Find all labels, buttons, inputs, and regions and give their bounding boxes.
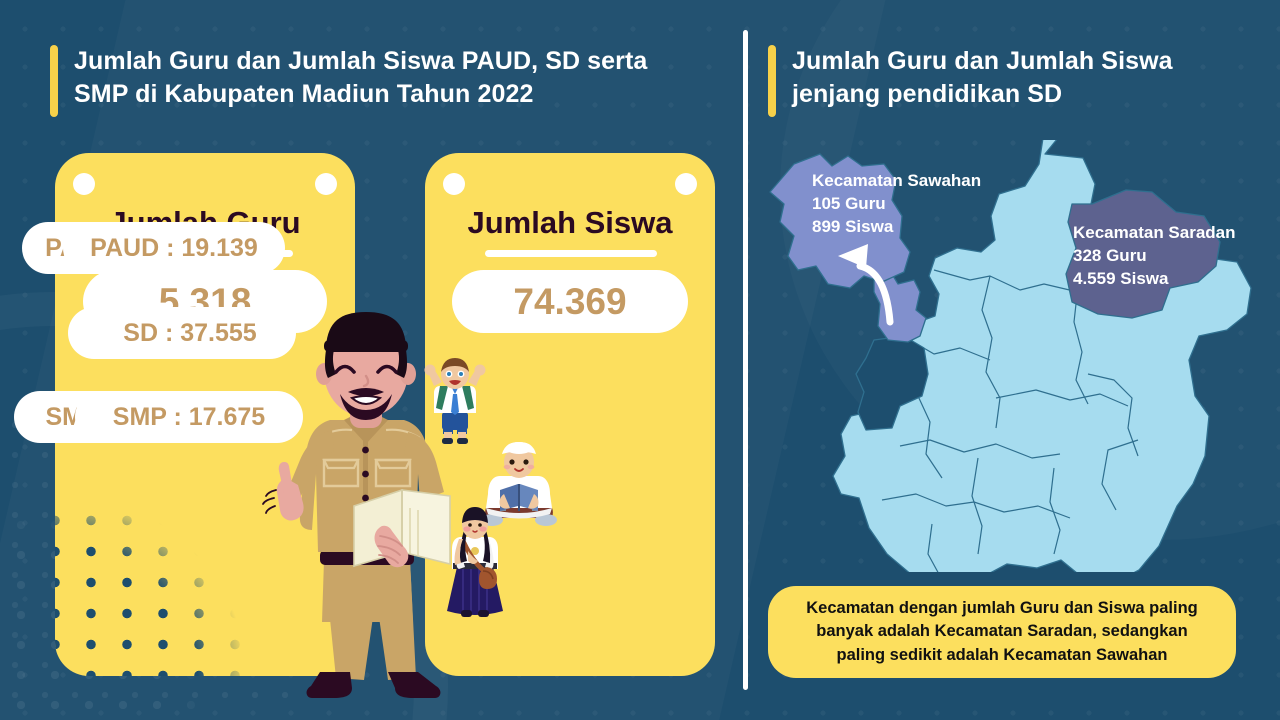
map-label-sawahan: Kecamatan Sawahan 105 Guru 899 Siswa	[812, 171, 982, 236]
student-reading-illustration	[481, 442, 557, 526]
right-title-accent-bar	[768, 45, 776, 117]
card-guru-dot-texture	[55, 505, 247, 676]
student-girl-illustration	[447, 507, 503, 617]
summary-note: Kecamatan dengan jumlah Guru dan Siswa p…	[768, 586, 1236, 678]
map-pointer-arrow	[856, 262, 894, 326]
left-title: Jumlah Guru dan Jumlah Siswa PAUD, SD se…	[50, 45, 730, 117]
map-district-sawahan	[769, 153, 911, 289]
card-hole-right-icon	[675, 173, 697, 195]
right-title-text: Jumlah Guru dan Jumlah Siswa jenjang pen…	[792, 47, 1173, 108]
madiun-regency-map	[769, 140, 1252, 572]
card-siswa-rule	[485, 250, 657, 257]
left-title-text: Jumlah Guru dan Jumlah Siswa PAUD, SD se…	[74, 47, 648, 108]
stat-pill-siswa-smp: SMP : 17.675	[75, 391, 303, 443]
map-pointer-arrowhead	[838, 244, 868, 268]
stat-pill-siswa-sd: SD : 37.555	[84, 307, 296, 359]
left-title-accent-bar	[50, 45, 58, 117]
teacher-illustration	[262, 312, 451, 698]
vertical-divider	[743, 30, 748, 690]
map-label-saradan: Kecamatan Saradan 328 Guru 4.559 Siswa	[1073, 223, 1236, 288]
card-siswa-heading: Jumlah Siswa	[467, 205, 673, 240]
card-siswa-total: 74.369	[452, 270, 688, 333]
card-hole-right-icon	[315, 173, 337, 195]
card-hole-left-icon	[443, 173, 465, 195]
stat-pill-siswa-paud: PAUD : 19.139	[63, 222, 285, 274]
right-title: Jumlah Guru dan Jumlah Siswa jenjang pen…	[768, 45, 1238, 117]
student-boy-sd-illustration	[424, 358, 486, 444]
map-district-saradan	[1065, 189, 1221, 319]
card-hole-left-icon	[73, 173, 95, 195]
map-district-dark	[855, 335, 929, 431]
